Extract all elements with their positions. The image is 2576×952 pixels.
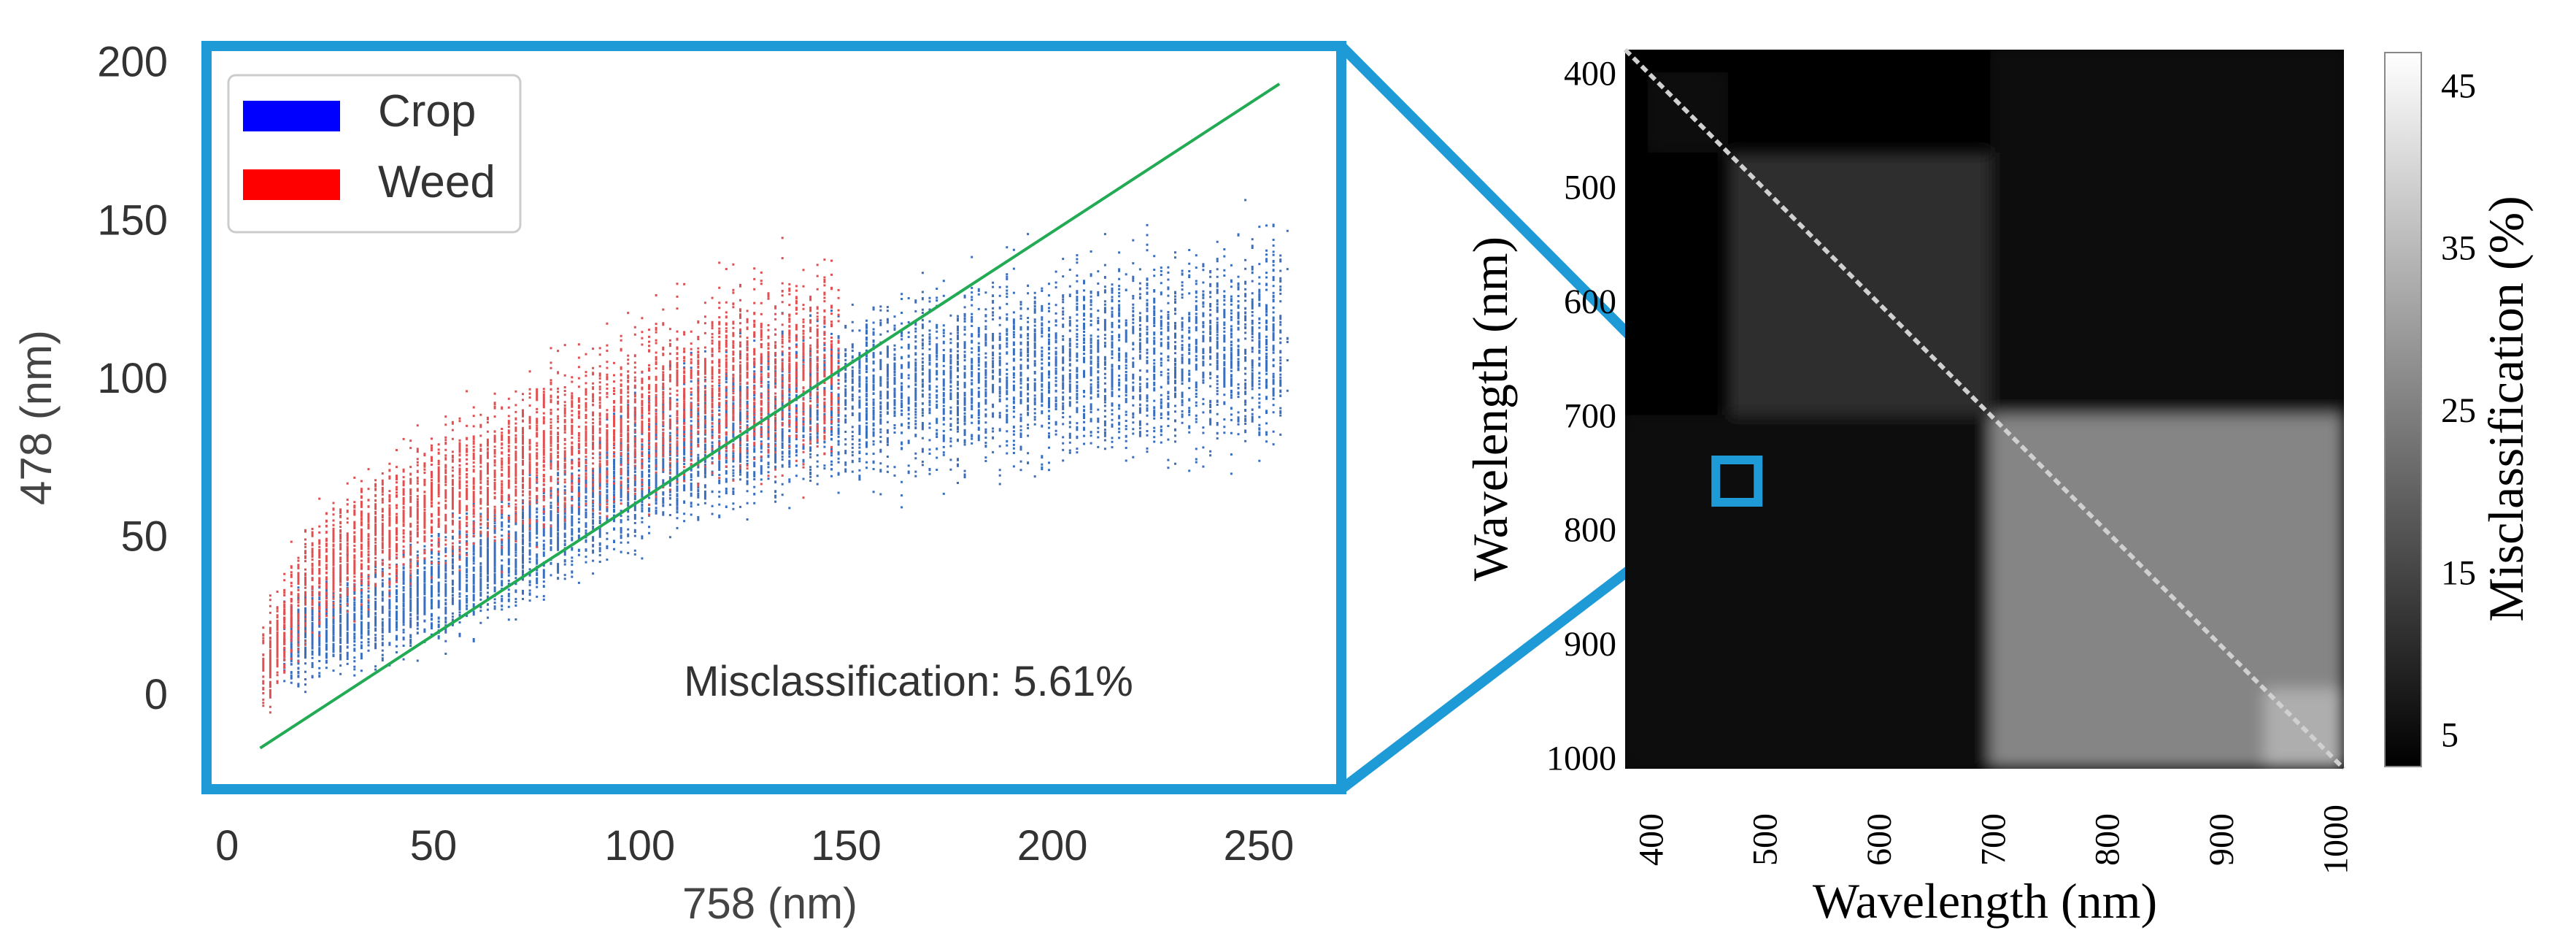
- x-tick-label: 100: [604, 822, 675, 870]
- x-tick-label: 250: [1224, 822, 1295, 870]
- highlight-pixel-box: [1711, 456, 1763, 507]
- colorbar: [2384, 52, 2422, 767]
- x-axis-ticks: 0 50 100 150 200 250: [215, 822, 1294, 870]
- colorbar-tick-label: 5: [2441, 716, 2459, 755]
- x-axis-label: 758 (nm): [682, 879, 857, 928]
- scatter-points: [262, 199, 1289, 714]
- y-axis-ticks: 0 50 100 150 200: [97, 39, 168, 718]
- legend-label-weed: Weed: [378, 157, 495, 207]
- x-tick-label: 0: [215, 822, 239, 870]
- scatter-series-weed: [262, 237, 840, 714]
- colorbar-tick-label: 45: [2441, 66, 2476, 105]
- legend-label-crop: Crop: [378, 86, 476, 137]
- heatmap-y-tick-label: 500: [1564, 169, 1616, 207]
- scatter-series-crop: [283, 199, 1289, 694]
- misclassification-annotation: Misclassification: 5.61%: [684, 658, 1133, 705]
- colorbar-tick-label: 25: [2441, 391, 2476, 430]
- heatmap-y-ticks: 400 500 600 700 800 900 1000: [1546, 54, 1616, 778]
- heatmap-y-tick-label: 1000: [1546, 739, 1616, 778]
- heatmap-x-tick-label: 400: [1632, 813, 1670, 866]
- heatmap: 400 500 600 700 800 900 1000 400 500 600 700 800 90…: [1462, 47, 2534, 929]
- colorbar-label: Misclassification (%): [2478, 196, 2534, 622]
- y-axis-label: 478 (nm): [12, 330, 61, 505]
- heatmap-x-tick-label: 1000: [2316, 805, 2355, 875]
- heatmap-x-tick-label: 500: [1746, 813, 1785, 866]
- heatmap-y-axis-label: Wavelength (nm): [1462, 237, 1518, 581]
- heatmap-diagonal: [1623, 47, 2346, 771]
- x-tick-label: 150: [811, 822, 882, 870]
- heatmap-region: [1990, 50, 2344, 415]
- heatmap-y-tick-label: 900: [1564, 625, 1616, 664]
- heatmap-y-tick-label: 700: [1564, 396, 1616, 435]
- y-tick-label: 0: [144, 671, 168, 718]
- heatmap-x-tick-label: 800: [2089, 813, 2127, 866]
- heatmap-y-tick-label: 800: [1564, 511, 1616, 550]
- legend-box: [227, 74, 522, 234]
- scatter-plot: Crop Weed Misclassification: 5.61% 0 50 10…: [12, 39, 1346, 928]
- decision-line: [259, 82, 1281, 750]
- colorbar-tick-label: 35: [2441, 229, 2476, 268]
- y-tick-label: 200: [97, 39, 168, 86]
- heatmap-region: [1625, 415, 1991, 769]
- heatmap-x-tick-label: 600: [1860, 813, 1899, 866]
- x-tick-label: 50: [410, 822, 458, 870]
- colorbar-tick-label: 15: [2441, 553, 2476, 592]
- heatmap-x-ticks: 400 500 600 700 800 900 1000: [1632, 805, 2355, 875]
- y-tick-label: 100: [97, 355, 168, 402]
- colorbar-ticks: 5 15 25 35 45: [2441, 66, 2476, 754]
- y-tick-label: 50: [120, 513, 168, 560]
- heatmap-x-axis-label: Wavelength (nm): [1813, 873, 2157, 929]
- x-tick-label: 200: [1017, 822, 1088, 870]
- legend-swatch-weed: [243, 169, 340, 200]
- y-tick-label: 150: [97, 196, 168, 244]
- legend: Crop Weed: [227, 74, 522, 234]
- heatmap-y-tick-label: 600: [1564, 283, 1616, 321]
- heatmap-x-tick-label: 700: [1974, 813, 2013, 866]
- legend-swatch-crop: [243, 101, 340, 131]
- heatmap-x-tick-label: 900: [2202, 813, 2241, 866]
- heatmap-y-tick-label: 400: [1564, 54, 1616, 93]
- zoom-frame: [201, 41, 1346, 794]
